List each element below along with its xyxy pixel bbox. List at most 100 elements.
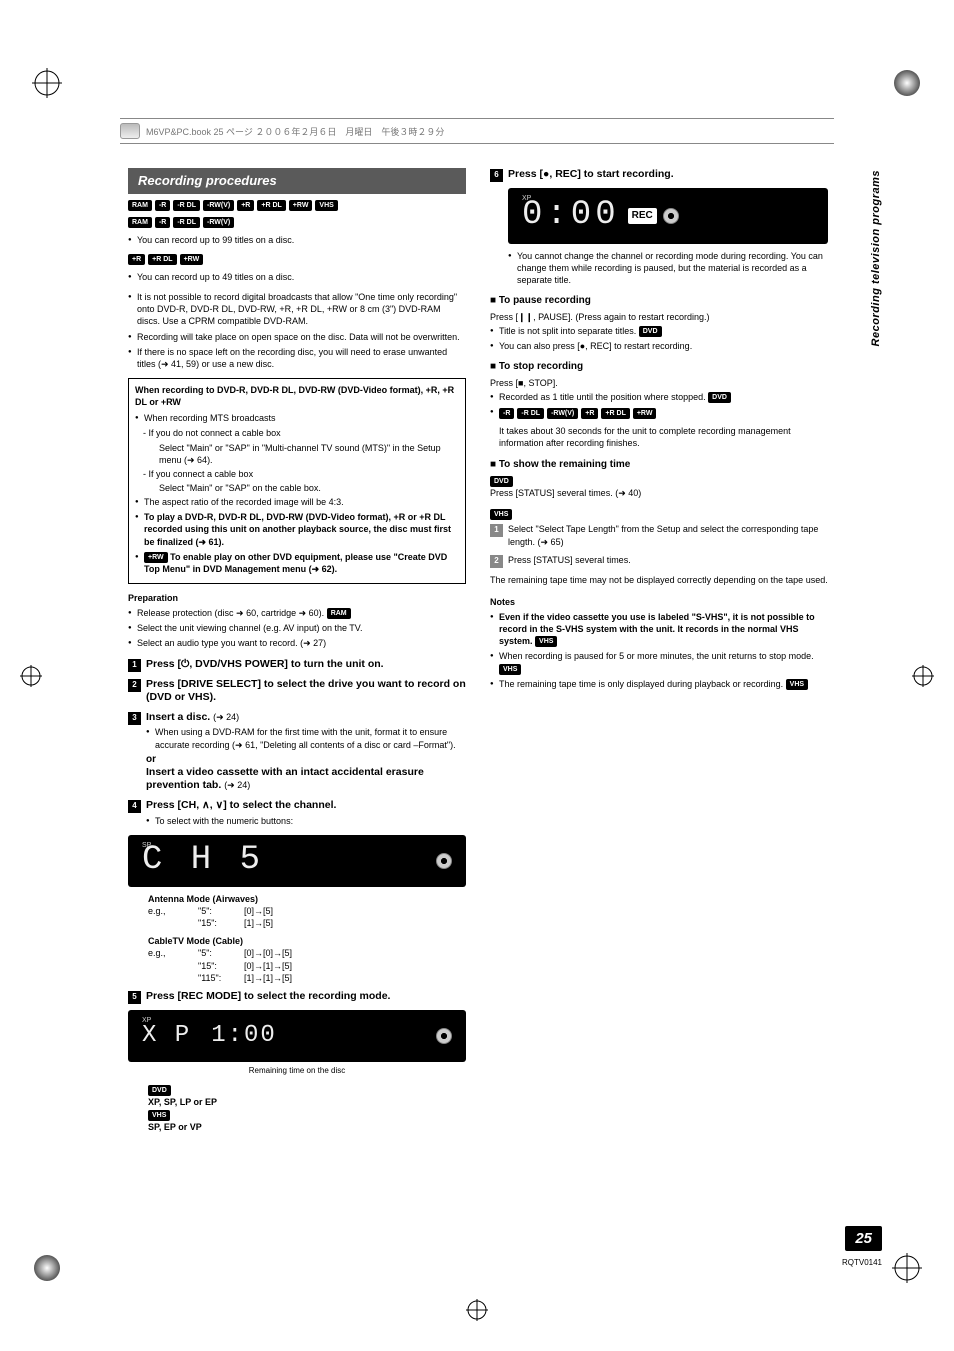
crop-mark-bl: [32, 1253, 62, 1283]
header-text: M6VP&PC.book 25 ページ ２００６年２月６日 月曜日 午後３時２９…: [146, 125, 444, 138]
note-b2: When recording is paused for 5 or more m…: [490, 650, 828, 674]
media-tag: -R DL: [173, 217, 200, 228]
step-num: 2: [128, 679, 141, 692]
s3sub: When using a DVD-RAM for the first time …: [146, 726, 466, 750]
nb1tag: VHS: [535, 636, 557, 647]
note-b3: The remaining tape time is only displaye…: [490, 678, 828, 690]
cable-table: CableTV Mode (Cable) e.g.,"5":[0]→[0]→[5…: [148, 935, 466, 984]
disc-icon: [436, 1028, 452, 1044]
doc-header: M6VP&PC.book 25 ページ ２００６年２月６日 月曜日 午後３時２９…: [120, 118, 834, 144]
intro-bullet: If there is no space left on the recordi…: [128, 346, 466, 370]
media-tag: -R: [155, 200, 170, 211]
step1-title: Press [⏻, DVD/VHS POWER] to turn the uni…: [146, 658, 466, 672]
remain-dvd-tag: DVD: [490, 476, 513, 487]
intro-bullets: It is not possible to record digital bro…: [128, 291, 466, 370]
stop-b1: Recorded as 1 title until the position w…: [490, 391, 828, 403]
remain-dvd-line: Press [STATUS] several times. (➜ 40): [490, 487, 828, 499]
s6-note: You cannot change the channel or recordi…: [508, 250, 828, 286]
intro-b-text: You can record up to 49 titles on a disc…: [128, 271, 466, 283]
table-row: e.g.,"5":[0]→[0]→[5]: [148, 947, 466, 959]
step-num: 6: [490, 169, 503, 182]
intro-bullet: It is not possible to record digital bro…: [128, 291, 466, 327]
remain-v2: 2 Press [STATUS] several times.: [490, 554, 828, 568]
stop-tags: -R-R DL-RW(V)+R+R DL+RW: [499, 408, 656, 419]
box-rw-line: +RW To enable play on other DVD equipmen…: [135, 551, 459, 575]
nb3tag: VHS: [786, 679, 808, 690]
step4-title: Press [CH, ∧, ∨] to select the channel.: [146, 799, 466, 813]
media-tag: -RW(V): [203, 200, 234, 211]
step-num: 2: [490, 555, 503, 568]
crop-mark-br: [892, 1253, 922, 1283]
stop-bullets: Recorded as 1 title until the position w…: [490, 391, 828, 450]
step-2: 2 Press [DRIVE SELECT] to select the dri…: [128, 678, 466, 705]
table-row: e.g.,"5":[0]→[5]: [148, 905, 466, 917]
table-row: "15":[0]→[1]→[5]: [148, 960, 466, 972]
table-row: "115":[1]→[1]→[5]: [148, 972, 466, 984]
s3t: Insert a disc.: [146, 711, 210, 723]
box-lead-list: When recording MTS broadcasts: [135, 412, 459, 424]
seg-text: C H 5: [142, 838, 264, 884]
seg-text: 0:00: [522, 193, 620, 239]
step-num: 4: [128, 800, 141, 813]
display-recmode: XP X P 1:00: [128, 1010, 466, 1062]
media-tag: +R: [581, 408, 598, 419]
media-tag: -R: [155, 217, 170, 228]
media-tag: +R DL: [148, 254, 176, 265]
dvd-tag: DVD: [148, 1085, 171, 1096]
stop-tags-line: -R-R DL-RW(V)+R+R DL+RW It takes about 3…: [490, 406, 828, 449]
seg-right: 1:00: [211, 1020, 277, 1052]
pause-b2: You can also press [●, REC] to restart r…: [490, 340, 828, 352]
s3-sub: When using a DVD-RAM for the first time …: [146, 726, 466, 750]
media-tag: RAM: [128, 217, 152, 228]
box-sub: Select "Main" or "SAP" on the cable box.: [143, 482, 459, 494]
disc-icon: [436, 853, 452, 869]
box-sub: - If you connect a cable box: [143, 468, 459, 480]
step-num: 1: [128, 659, 141, 672]
step-6: 6 Press [●, REC] to start recording.: [490, 168, 828, 182]
step-num: 1: [490, 524, 503, 537]
info-box: When recording to DVD-R, DVD-R DL, DVD-R…: [128, 378, 466, 584]
rec-badge: REC: [628, 208, 657, 224]
tag-row-b: +R+R DL+RW: [128, 254, 466, 265]
tag-row-main: RAM-R-R DL-RW(V)+R+R DL+RWVHS: [128, 200, 466, 211]
box-b2: To play a DVD-R, DVD-R DL, DVD-RW (DVD-V…: [135, 511, 459, 547]
notes-title: Notes: [490, 596, 828, 608]
remain-tail: The remaining tape time may not be displ…: [490, 574, 828, 586]
tag-row-a: RAM-R-R DL-RW(V): [128, 217, 466, 228]
box-rw-note: To enable play on other DVD equipment, p…: [144, 552, 447, 574]
crop-mark-tl: [32, 68, 62, 98]
cable-rows: e.g.,"5":[0]→[0]→[5]"15":[0]→[1]→[5]"115…: [148, 947, 466, 983]
book-icon: [120, 123, 140, 139]
media-tag: +R DL: [257, 200, 285, 211]
stop-title: ■ To stop recording: [490, 360, 828, 374]
dvd-modes: XP, SP, LP or EP: [148, 1097, 217, 1107]
media-tag: +RW: [180, 254, 204, 265]
step3-title: Insert a disc. (➜ 24): [146, 711, 466, 725]
mode-legend: DVD XP, SP, LP or EP VHS SP, EP or VP: [148, 1083, 466, 1133]
antenna-title: Antenna Mode (Airwaves): [148, 894, 258, 904]
step-5: 5 Press [REC MODE] to select the recordi…: [128, 990, 466, 1004]
media-tag: -R DL: [173, 200, 200, 211]
antenna-rows: e.g.,"5":[0]→[5]"15":[1]→[5]: [148, 905, 466, 929]
remain-v1: 1 Select "Select Tape Length" from the S…: [490, 523, 828, 547]
page-number: 25: [845, 1226, 882, 1251]
doc-code: RQTV0141: [842, 1258, 882, 1267]
display-rec: XP 0:00 REC: [508, 188, 828, 244]
step-3: 3 Insert a disc. (➜ 24) When using a DVD…: [128, 711, 466, 793]
step-num: 3: [128, 712, 141, 725]
section-header: Recording procedures: [128, 168, 466, 194]
side-label: Recording television programs: [870, 170, 882, 346]
pause-title: ■ To pause recording: [490, 294, 828, 308]
right-column: 6 Press [●, REC] to start recording. XP …: [490, 168, 828, 1133]
remain-title: ■ To show the remaining time: [490, 458, 828, 472]
vhs-modes: SP, EP or VP: [148, 1122, 202, 1132]
nb3: The remaining tape time is only displaye…: [499, 679, 783, 689]
prep-item: Release protection (disc ➜ 60, cartridge…: [128, 607, 466, 619]
stop-line1: Press [■, STOP].: [490, 377, 828, 389]
caption-remaining: Remaining time on the disc: [128, 1066, 466, 1077]
pause-line1: Press [❙❙, PAUSE]. (Press again to resta…: [490, 311, 828, 323]
table-row: "15":[1]→[5]: [148, 917, 466, 929]
step3b-title: Insert a video cassette with an intact a…: [146, 766, 466, 793]
media-tag: +RW: [633, 408, 657, 419]
box-lead: When recording MTS broadcasts: [135, 412, 459, 424]
